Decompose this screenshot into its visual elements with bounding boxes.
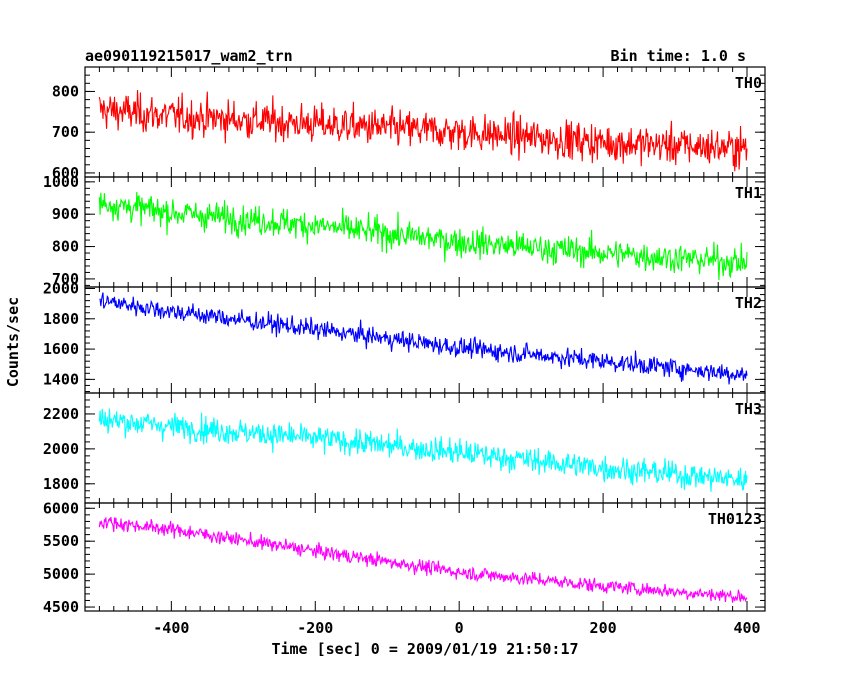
- series-line-th3: [98, 408, 748, 492]
- y-tick-label: 700: [52, 270, 79, 288]
- series-line-th0: [98, 89, 748, 172]
- panel-frame: [84, 502, 766, 612]
- y-tick-label: 600: [52, 164, 79, 182]
- panel-th0123: 4500 5000 5500 6000 TH0123: [43, 499, 766, 616]
- series-line-th1: [98, 192, 748, 281]
- y-tick-label: 2000: [43, 280, 79, 298]
- y-tick-label: 1000: [43, 173, 79, 191]
- chart-title: ae090119215017_wam2_trn: [85, 47, 293, 65]
- x-tick-label: 0: [455, 619, 464, 637]
- x-tick-label: -400: [153, 619, 189, 637]
- x-tick-label: 200: [590, 619, 617, 637]
- panel-th1: 700 800 900 1000 TH1: [43, 173, 766, 288]
- bin-time-label: Bin time: 1.0 s: [611, 47, 746, 65]
- y-axis-title: Counts/sec: [4, 297, 22, 387]
- x-axis-title: Time [sec] 0 = 2009/01/19 21:50:17: [271, 640, 578, 658]
- y-tick-label: 2000: [43, 440, 79, 458]
- x-tick-label: -200: [297, 619, 333, 637]
- y-tick-label: 900: [52, 205, 79, 223]
- y-tick-label: 2200: [43, 405, 79, 423]
- y-tick-label: 800: [52, 82, 79, 100]
- panel-label-th0123: TH0123: [708, 510, 762, 528]
- panel-th2: 1400 1600 1800 2000 TH2: [43, 280, 766, 394]
- y-tick-label: 800: [52, 238, 79, 256]
- y-tick-label: 4500: [43, 598, 79, 616]
- y-tick-label: 6000: [43, 499, 79, 517]
- panel-label-th0: TH0: [735, 74, 762, 92]
- panel-th3: 1800 2000 2200 TH3: [43, 392, 766, 504]
- panels-group: 600 700 800 TH0 700 800 900 1000 TH1 1400 1600 1800…: [43, 66, 766, 637]
- panel-th0: 600 700 800 TH0: [52, 66, 766, 182]
- y-tick-label: 700: [52, 123, 79, 141]
- y-tick-label: 1800: [43, 310, 79, 328]
- panel-label-th1: TH1: [735, 184, 762, 202]
- series-line-th2: [99, 292, 748, 385]
- y-tick-label: 5500: [43, 532, 79, 550]
- y-tick-label: 5000: [43, 565, 79, 583]
- panel-label-th3: TH3: [735, 400, 762, 418]
- panel-frame: [84, 176, 766, 288]
- y-tick-label: 1600: [43, 340, 79, 358]
- y-tick-label: 1800: [43, 475, 79, 493]
- panel-label-th2: TH2: [735, 294, 762, 312]
- y-tick-label: 1400: [43, 370, 79, 388]
- series-line-th0123: [98, 516, 748, 603]
- x-tick-label: 400: [733, 619, 760, 637]
- panel-frame: [84, 392, 766, 504]
